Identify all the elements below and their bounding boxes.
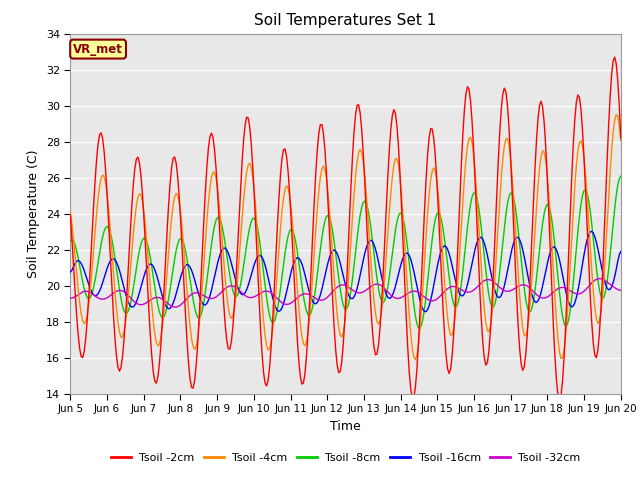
X-axis label: Time: Time [330, 420, 361, 432]
Title: Soil Temperatures Set 1: Soil Temperatures Set 1 [255, 13, 436, 28]
Legend: Tsoil -2cm, Tsoil -4cm, Tsoil -8cm, Tsoil -16cm, Tsoil -32cm: Tsoil -2cm, Tsoil -4cm, Tsoil -8cm, Tsoi… [106, 448, 585, 467]
Text: VR_met: VR_met [73, 43, 123, 56]
Y-axis label: Soil Temperature (C): Soil Temperature (C) [27, 149, 40, 278]
